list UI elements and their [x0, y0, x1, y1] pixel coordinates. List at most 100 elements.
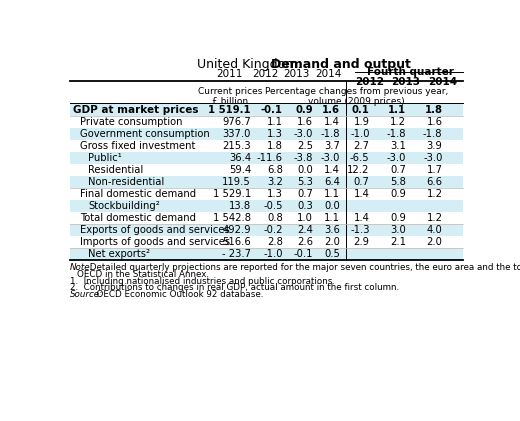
Text: 215.3: 215.3: [223, 141, 251, 151]
Text: -3.0: -3.0: [387, 153, 406, 163]
Text: 1.4: 1.4: [354, 189, 370, 199]
Text: Source:: Source:: [70, 290, 103, 298]
Text: -11.6: -11.6: [257, 153, 283, 163]
Text: -1.8: -1.8: [423, 129, 443, 139]
Text: 6.8: 6.8: [267, 165, 283, 175]
Text: 516.6: 516.6: [222, 237, 251, 247]
Text: 119.5: 119.5: [222, 177, 251, 187]
Text: 5.3: 5.3: [297, 177, 313, 187]
Text: - 23.7: - 23.7: [222, 249, 251, 258]
Text: Imports of goods and services: Imports of goods and services: [81, 237, 231, 247]
Text: Percentage changes from previous year,
volume (2009 prices): Percentage changes from previous year, v…: [265, 87, 448, 106]
Text: Detailed quarterly projections are reported for the major seven countries, the e: Detailed quarterly projections are repor…: [87, 264, 520, 272]
Text: 1.8: 1.8: [267, 141, 283, 151]
Text: -0.5: -0.5: [263, 201, 283, 211]
Text: 2014: 2014: [428, 77, 457, 88]
Text: 1.2: 1.2: [426, 189, 443, 199]
Text: 2.6: 2.6: [297, 237, 313, 247]
Text: 1.1: 1.1: [267, 117, 283, 127]
Text: 0.9: 0.9: [390, 213, 406, 223]
Text: Gross fixed investment: Gross fixed investment: [81, 141, 196, 151]
Text: -1.8: -1.8: [386, 129, 406, 139]
Text: 4.0: 4.0: [427, 225, 443, 235]
Text: 2012: 2012: [252, 69, 278, 79]
Text: 0.0: 0.0: [297, 165, 313, 175]
Text: 0.7: 0.7: [354, 177, 370, 187]
Bar: [70, 128, 463, 140]
Text: Final domestic demand: Final domestic demand: [81, 189, 197, 199]
Text: Government consumption: Government consumption: [81, 129, 210, 139]
Text: 976.7: 976.7: [222, 117, 251, 127]
Text: 0.5: 0.5: [324, 249, 340, 258]
Text: 2.9: 2.9: [354, 237, 370, 247]
Text: 1.8: 1.8: [424, 105, 443, 115]
Text: -6.5: -6.5: [350, 153, 370, 163]
Text: 36.4: 36.4: [229, 153, 251, 163]
Text: 2.5: 2.5: [297, 141, 313, 151]
Text: Note:: Note:: [70, 264, 93, 272]
Text: 492.9: 492.9: [223, 225, 251, 235]
Text: Net exports²: Net exports²: [88, 249, 150, 258]
Text: -3.0: -3.0: [321, 153, 340, 163]
Text: 1.6: 1.6: [322, 105, 340, 115]
Text: 3.6: 3.6: [324, 225, 340, 235]
Text: 3.9: 3.9: [426, 141, 443, 151]
Text: OECD in the Statistical Annex.: OECD in the Statistical Annex.: [77, 269, 210, 279]
Text: 2013: 2013: [283, 69, 310, 79]
Text: 2.8: 2.8: [267, 237, 283, 247]
Text: 2.  Contributions to changes in real GDP, actual amount in the first column.: 2. Contributions to changes in real GDP,…: [70, 282, 399, 292]
Text: 1.4: 1.4: [324, 165, 340, 175]
Text: 2.0: 2.0: [426, 237, 443, 247]
Text: -0.1: -0.1: [261, 105, 283, 115]
Text: -3.8: -3.8: [294, 153, 313, 163]
Text: 1.6: 1.6: [297, 117, 313, 127]
Bar: [70, 104, 463, 116]
Text: 2.1: 2.1: [390, 237, 406, 247]
Text: -1.0: -1.0: [350, 129, 370, 139]
Text: Non-residential: Non-residential: [88, 177, 164, 187]
Text: 2.7: 2.7: [354, 141, 370, 151]
Text: 0.9: 0.9: [390, 189, 406, 199]
Text: -0.2: -0.2: [263, 225, 283, 235]
Text: 0.7: 0.7: [390, 165, 406, 175]
Text: Fourth quarter: Fourth quarter: [367, 67, 454, 77]
Text: 2012: 2012: [355, 77, 384, 88]
Bar: [70, 152, 463, 164]
Text: -3.0: -3.0: [423, 153, 443, 163]
Bar: [70, 200, 463, 212]
Text: 1.4: 1.4: [324, 117, 340, 127]
Text: 1.1: 1.1: [388, 105, 406, 115]
Text: 2.0: 2.0: [324, 237, 340, 247]
Text: -1.3: -1.3: [350, 225, 370, 235]
Text: 0.7: 0.7: [297, 189, 313, 199]
Text: 3.2: 3.2: [267, 177, 283, 187]
Text: Stockbuilding²: Stockbuilding²: [88, 201, 160, 211]
Text: Total domestic demand: Total domestic demand: [81, 213, 197, 223]
Text: Public¹: Public¹: [88, 153, 122, 163]
Text: Current prices
£ billion: Current prices £ billion: [198, 87, 262, 106]
Bar: [70, 224, 463, 236]
Text: Exports of goods and services: Exports of goods and services: [81, 225, 230, 235]
Text: -0.1: -0.1: [293, 249, 313, 258]
Text: 1.2: 1.2: [390, 117, 406, 127]
Text: 1.1: 1.1: [324, 213, 340, 223]
Text: 5.8: 5.8: [390, 177, 406, 187]
Text: 6.6: 6.6: [426, 177, 443, 187]
Text: GDP at market prices: GDP at market prices: [73, 105, 198, 115]
Text: 2014: 2014: [315, 69, 342, 79]
Text: 3.7: 3.7: [324, 141, 340, 151]
Text: 1.7: 1.7: [426, 165, 443, 175]
Text: 1 529.1: 1 529.1: [213, 189, 251, 199]
Text: Residential: Residential: [88, 165, 144, 175]
Text: -1.0: -1.0: [263, 249, 283, 258]
Text: 2.4: 2.4: [297, 225, 313, 235]
Text: United Kingdom:: United Kingdom:: [197, 58, 305, 71]
Text: Demand and output: Demand and output: [271, 58, 411, 71]
Text: 0.9: 0.9: [295, 105, 313, 115]
Text: 1 542.8: 1 542.8: [213, 213, 251, 223]
Text: 337.0: 337.0: [223, 129, 251, 139]
Text: 1.  Including nationalised industries and public corporations.: 1. Including nationalised industries and…: [70, 277, 335, 285]
Text: 0.1: 0.1: [352, 105, 370, 115]
Text: 1.4: 1.4: [354, 213, 370, 223]
Text: 0.8: 0.8: [267, 213, 283, 223]
